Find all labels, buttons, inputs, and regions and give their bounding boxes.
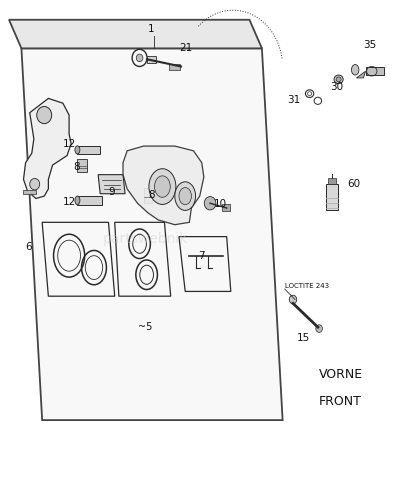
Text: 12: 12 [63, 140, 76, 150]
Text: VORNE: VORNE [319, 369, 363, 381]
Bar [328, 178, 336, 184]
Bar [326, 184, 338, 210]
Text: 30: 30 [330, 82, 344, 92]
Text: LOCTITE 243: LOCTITE 243 [285, 283, 329, 289]
Circle shape [37, 107, 52, 124]
Text: 9: 9 [109, 187, 115, 197]
Circle shape [289, 295, 297, 304]
Text: 12: 12 [63, 196, 76, 206]
Polygon shape [22, 48, 282, 420]
Ellipse shape [336, 77, 341, 82]
Text: partswebnik: partswebnik [103, 232, 188, 246]
Ellipse shape [154, 176, 170, 197]
Polygon shape [23, 98, 71, 198]
Circle shape [136, 54, 143, 62]
Text: 31: 31 [287, 95, 301, 105]
Circle shape [316, 325, 322, 332]
Text: 1: 1 [148, 24, 154, 33]
Polygon shape [9, 20, 262, 48]
Text: 35: 35 [364, 40, 377, 50]
Text: 60: 60 [347, 179, 360, 189]
Ellipse shape [175, 182, 196, 210]
Text: 8: 8 [73, 162, 80, 172]
Bar [222, 204, 230, 211]
Ellipse shape [352, 65, 359, 75]
Text: 7: 7 [198, 251, 204, 261]
Text: FRONT: FRONT [319, 394, 362, 408]
Polygon shape [123, 146, 204, 225]
Polygon shape [77, 196, 102, 205]
Ellipse shape [75, 196, 80, 205]
Bar [77, 159, 87, 172]
Circle shape [30, 178, 40, 190]
Ellipse shape [149, 169, 176, 205]
Text: 8: 8 [148, 190, 154, 199]
Polygon shape [98, 174, 125, 194]
Text: 15: 15 [297, 333, 310, 343]
Circle shape [204, 196, 216, 210]
Ellipse shape [334, 75, 343, 84]
Text: 6: 6 [25, 242, 32, 252]
Ellipse shape [75, 146, 80, 154]
Bar [147, 55, 156, 63]
Bar [366, 67, 384, 75]
Polygon shape [357, 71, 366, 78]
Ellipse shape [179, 187, 191, 205]
Bar [168, 64, 180, 70]
Text: 10: 10 [214, 198, 228, 208]
Polygon shape [77, 146, 100, 154]
Text: 21: 21 [179, 43, 192, 53]
Bar [144, 188, 152, 203]
Text: ~5: ~5 [139, 322, 153, 332]
Bar [23, 190, 36, 194]
